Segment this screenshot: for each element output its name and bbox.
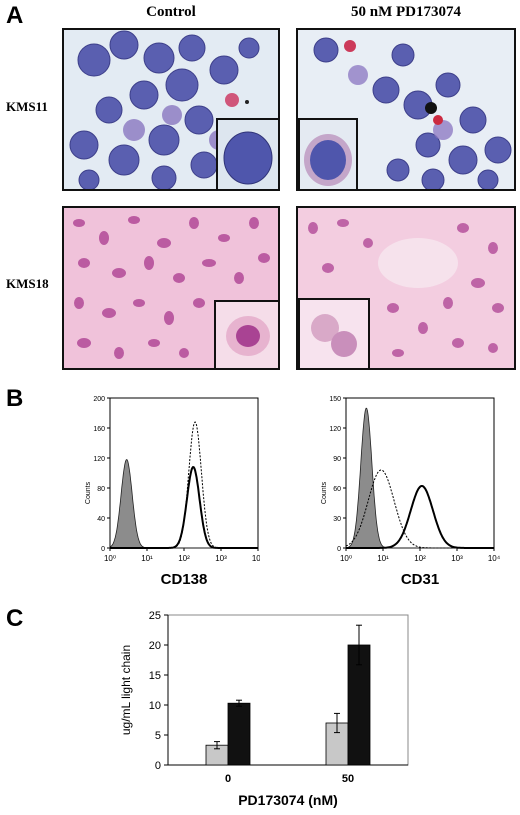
x-tick-label: 10¹ — [141, 554, 153, 563]
y-tick-label: 0 — [155, 760, 161, 772]
row-label-kms18: KMS18 — [6, 276, 49, 291]
control-histogram — [346, 485, 494, 549]
y-tick-label: 0 — [101, 546, 105, 553]
x-tick-label: 10³ — [451, 554, 463, 563]
tissue-image — [64, 208, 278, 368]
y-tick-label: 40 — [97, 516, 105, 523]
y-tick-label: 20 — [149, 640, 161, 652]
y-tick-label: 90 — [333, 456, 341, 463]
y-tick-label: 60 — [333, 486, 341, 493]
y-tick-label: 10 — [149, 700, 161, 712]
y-tick-label: 150 — [329, 396, 341, 403]
x-tick-label: 10⁴ — [252, 554, 260, 563]
panel-b-label: B — [6, 385, 24, 412]
y-tick-label: 30 — [333, 516, 341, 523]
inset-kms11-control — [216, 118, 278, 189]
x-tick-label: 10² — [178, 554, 190, 563]
y-tick-label: 15 — [149, 670, 161, 682]
micrograph-kms11-treated — [296, 28, 516, 191]
histogram-cd138: 0 40 80 120 160 200 10⁰ 10¹ 10² 10³ 10⁴ Counts CD138 — [85, 396, 260, 588]
y-axis-label: ug/mL light chain — [119, 645, 133, 735]
column-header-control: Control — [146, 4, 196, 20]
x-axis-label: PD173074 (nM) — [238, 792, 338, 808]
marker-label: CD31 — [401, 571, 439, 588]
micrograph-kms11-control — [62, 28, 280, 191]
plot-frame — [167, 614, 409, 766]
column-header-treated: 50 nM PD173074 — [351, 4, 461, 20]
bar — [227, 702, 251, 766]
control-histogram — [110, 466, 258, 549]
y-axis-label: Counts — [321, 481, 328, 504]
inset-kms11-treated — [298, 118, 358, 189]
y-tick-label: 160 — [93, 426, 105, 433]
y-tick-label: 80 — [97, 486, 105, 493]
y-tick-label: 5 — [155, 730, 161, 742]
x-tick-label: 10⁴ — [488, 554, 501, 563]
bar-chart-light-chain: 0 5 10 15 20 25 0 50 PD173074 (nM) ug/mL light ch… — [119, 610, 409, 808]
y-tick-label: 25 — [149, 610, 161, 622]
x-tick-label: 10² — [414, 554, 426, 563]
panel-a-label: A — [6, 2, 24, 29]
micrograph-kms18-control — [62, 206, 280, 370]
y-axis-label: Counts — [85, 481, 92, 504]
x-tick-label: 10⁰ — [104, 554, 116, 563]
row-label-kms11: KMS11 — [6, 99, 48, 114]
micrograph-kms18-treated — [296, 206, 516, 370]
y-tick-label: 200 — [93, 396, 105, 403]
marker-label: CD138 — [161, 571, 208, 588]
y-tick-label: 0 — [337, 546, 341, 553]
x-tick-label: 10³ — [215, 554, 227, 563]
y-tick-label: 120 — [93, 456, 105, 463]
x-tick-label: 10⁰ — [340, 554, 352, 563]
x-tick-label: 0 — [225, 773, 231, 785]
x-tick-label: 10¹ — [377, 554, 389, 563]
y-tick-label: 120 — [329, 426, 341, 433]
panel-c-label: C — [6, 605, 24, 632]
inset-kms18-control — [214, 300, 278, 368]
cell-image — [64, 30, 278, 189]
x-tick-label: 50 — [342, 773, 354, 785]
histogram-cd31: 0 30 60 90 120 150 10⁰ 10¹ 10² 10³ 10⁴ Counts CD31 — [321, 396, 501, 588]
inset-kms18-treated — [298, 298, 370, 368]
